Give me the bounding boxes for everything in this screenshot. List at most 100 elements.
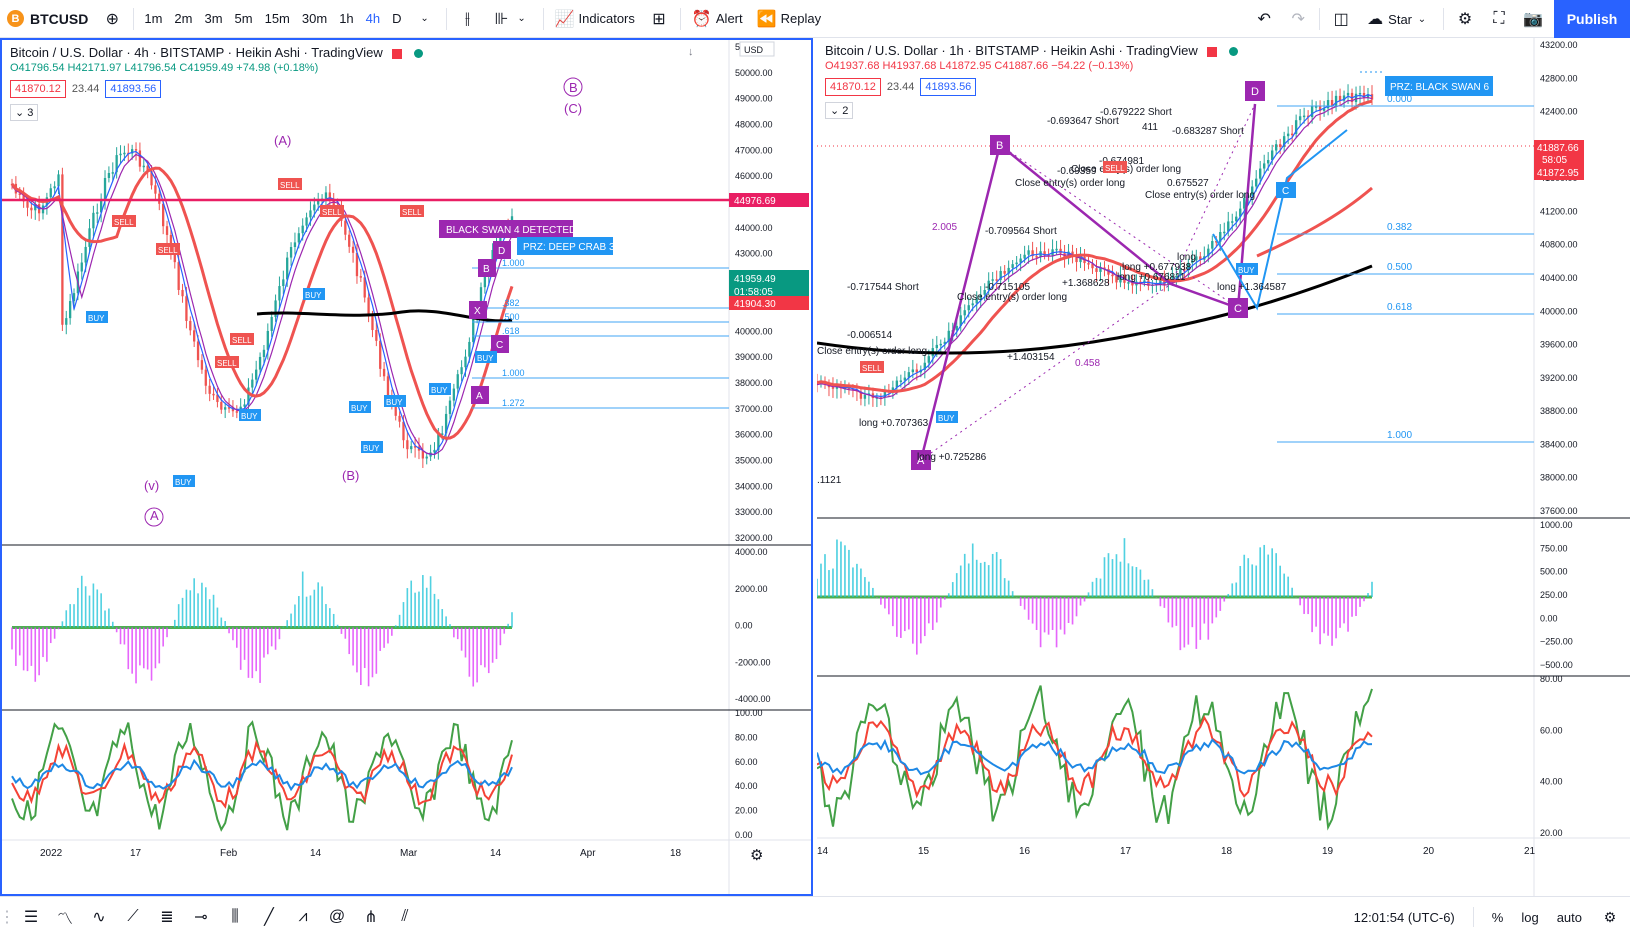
candle-body bbox=[278, 286, 281, 301]
strategy-annotation: -0.69359 bbox=[1057, 166, 1097, 177]
interval-dropdown[interactable]: ⌄ bbox=[408, 0, 442, 38]
interval-3m[interactable]: 3m bbox=[204, 11, 223, 26]
interval-5m[interactable]: 5m bbox=[234, 11, 253, 26]
undo-button[interactable]: ↶ bbox=[1247, 0, 1281, 38]
chart-left[interactable]: 51000.0050000.0049000.0048000.0047000.00… bbox=[0, 38, 813, 896]
chart-right[interactable]: 43200.0042800.0042400.0042000.0041600.00… bbox=[817, 38, 1630, 896]
clock-display[interactable]: 12:01:54 (UTC-6) bbox=[1353, 909, 1455, 925]
strategy-annotation: .1121 bbox=[817, 475, 842, 486]
xabcd-point-marker bbox=[478, 259, 496, 277]
time-axis-label: 18 bbox=[1221, 846, 1233, 857]
osc-axis-label: 1000.00 bbox=[1540, 520, 1573, 530]
bar-style-button[interactable]: ⫲ bbox=[451, 0, 485, 38]
replay-button[interactable]: ⏪ Replay bbox=[750, 0, 828, 38]
candle-body bbox=[301, 225, 304, 234]
pitchfork-icon[interactable]: ⋔ bbox=[364, 908, 378, 926]
sell-price-button[interactable]: 41870.12 bbox=[10, 80, 66, 98]
compare-button[interactable]: ⊕ bbox=[95, 0, 129, 38]
split-panel-button[interactable]: ◫ bbox=[1324, 0, 1358, 38]
candle-style-button[interactable]: ⊪ ⌄ bbox=[485, 0, 539, 38]
resistance-price-label: 44976.69 bbox=[734, 196, 776, 207]
interval-D[interactable]: D bbox=[392, 11, 402, 26]
interval-30m[interactable]: 30m bbox=[301, 11, 328, 26]
indicators-collapse-button[interactable]: ⌄ 3 bbox=[10, 104, 39, 121]
fullscreen-button[interactable]: ⛶ bbox=[1482, 0, 1516, 38]
candle-body bbox=[1015, 262, 1018, 265]
candle-body bbox=[479, 287, 483, 308]
auto-toggle[interactable]: auto bbox=[1556, 909, 1582, 925]
interval-15m[interactable]: 15m bbox=[264, 11, 290, 26]
abcd-pattern-icon[interactable]: 〽 bbox=[56, 910, 73, 928]
indicators-button[interactable]: 📈 Indicators bbox=[548, 0, 642, 38]
candle-body bbox=[441, 433, 444, 435]
price-axis-label: 40000.00 bbox=[1540, 306, 1578, 316]
drag-handle-icon[interactable]: ⋮ bbox=[0, 908, 15, 926]
time-axis-label: 17 bbox=[1120, 846, 1132, 857]
interval-1h[interactable]: 1h bbox=[339, 11, 354, 26]
bars-pattern-icon[interactable]: ⫼ bbox=[231, 907, 239, 925]
candle-body bbox=[138, 150, 142, 167]
candle-body bbox=[1286, 133, 1290, 137]
candle-body bbox=[193, 330, 196, 342]
snapshot-button[interactable]: 📷 bbox=[1516, 0, 1550, 38]
rewind-icon: ⏪ bbox=[756, 10, 777, 28]
elliott-wave-icon[interactable]: ∿ bbox=[92, 908, 106, 926]
rsi-axis-label: 60.00 bbox=[735, 757, 758, 767]
rsi-axis-label: 0.00 bbox=[735, 830, 753, 840]
interval-2m[interactable]: 2m bbox=[174, 11, 193, 26]
sell-price-button[interactable]: 41870.12 bbox=[825, 78, 881, 96]
star-layout-button[interactable]: ☁ Star ⌄ bbox=[1358, 0, 1439, 38]
candle-body bbox=[243, 404, 246, 407]
settings-button[interactable]: ⚙ bbox=[1448, 0, 1482, 38]
buy-price-button[interactable]: 41893.56 bbox=[920, 78, 977, 96]
publish-button[interactable]: Publish bbox=[1554, 0, 1630, 38]
fib-spiral-icon[interactable]: @ bbox=[328, 907, 346, 925]
layout-button[interactable]: ⊞ bbox=[642, 0, 676, 38]
parallel-channel-icon[interactable]: ⫽ bbox=[401, 907, 409, 925]
candle-body bbox=[499, 233, 502, 244]
interval-4h[interactable]: 4h bbox=[365, 11, 381, 26]
buy-signal-marker bbox=[86, 311, 108, 323]
candle-body bbox=[1035, 256, 1038, 258]
interval-1m[interactable]: 1m bbox=[144, 11, 163, 26]
horizontal-ray-icon[interactable]: ⊸ bbox=[194, 908, 208, 926]
rsi-axis-label: 80.00 bbox=[735, 732, 758, 742]
candle-body bbox=[991, 279, 994, 281]
symbol-search[interactable]: B BTCUSD bbox=[0, 0, 95, 38]
log-toggle[interactable]: log bbox=[1521, 909, 1539, 925]
candle-body bbox=[863, 394, 867, 399]
prz-banner bbox=[1385, 76, 1493, 96]
chart-left-canvas[interactable]: 51000.0050000.0049000.0048000.0047000.00… bbox=[2, 40, 811, 894]
redo-button[interactable]: ↷ bbox=[1281, 0, 1315, 38]
candle-body bbox=[460, 367, 463, 375]
candle-body bbox=[111, 172, 114, 174]
candle-body bbox=[379, 340, 382, 369]
flag-icon[interactable] bbox=[392, 48, 403, 59]
horizontal-lines-icon[interactable]: ☰ bbox=[23, 908, 39, 926]
chart-right-canvas[interactable]: 43200.0042800.0042400.0042000.0041600.00… bbox=[817, 38, 1630, 896]
indicators-collapse-button[interactable]: ⌄ 2 bbox=[825, 102, 854, 119]
candle-body bbox=[1071, 251, 1074, 255]
buy-price-button[interactable]: 41893.56 bbox=[105, 80, 162, 98]
trend-line-icon[interactable]: ⟋ bbox=[127, 907, 139, 925]
flag-icon[interactable] bbox=[1207, 46, 1218, 57]
xabcd-point-label: D bbox=[498, 246, 505, 257]
candle-body bbox=[1079, 256, 1082, 263]
candle-body bbox=[204, 369, 207, 386]
xabcd-pattern-icon[interactable]: ⩘ bbox=[298, 907, 308, 925]
candle-body bbox=[437, 433, 440, 450]
candle-body bbox=[359, 276, 362, 278]
candle-body bbox=[915, 369, 919, 373]
fib-retracement-icon[interactable]: ≣ bbox=[160, 908, 174, 926]
alert-button[interactable]: ⏰ Alert bbox=[685, 0, 750, 38]
percent-toggle[interactable]: % bbox=[1491, 909, 1504, 925]
buy-signal-label: BUY bbox=[175, 478, 192, 487]
candle-body bbox=[1266, 160, 1270, 164]
top-toolbar: B BTCUSD ⊕ 1m 2m 3m 5m 15m 30m 1h 4h D ⌄ ⫲ ⊪ ⌄ 📈 … bbox=[0, 0, 1630, 38]
candle-body bbox=[123, 152, 126, 155]
line-icon[interactable]: ╱ bbox=[264, 908, 274, 926]
settings-icon[interactable]: ⚙ bbox=[1603, 908, 1617, 925]
currency-dropdown bbox=[739, 41, 775, 57]
cloud-icon: ☁ bbox=[1367, 11, 1384, 28]
candle-body bbox=[1231, 221, 1234, 223]
